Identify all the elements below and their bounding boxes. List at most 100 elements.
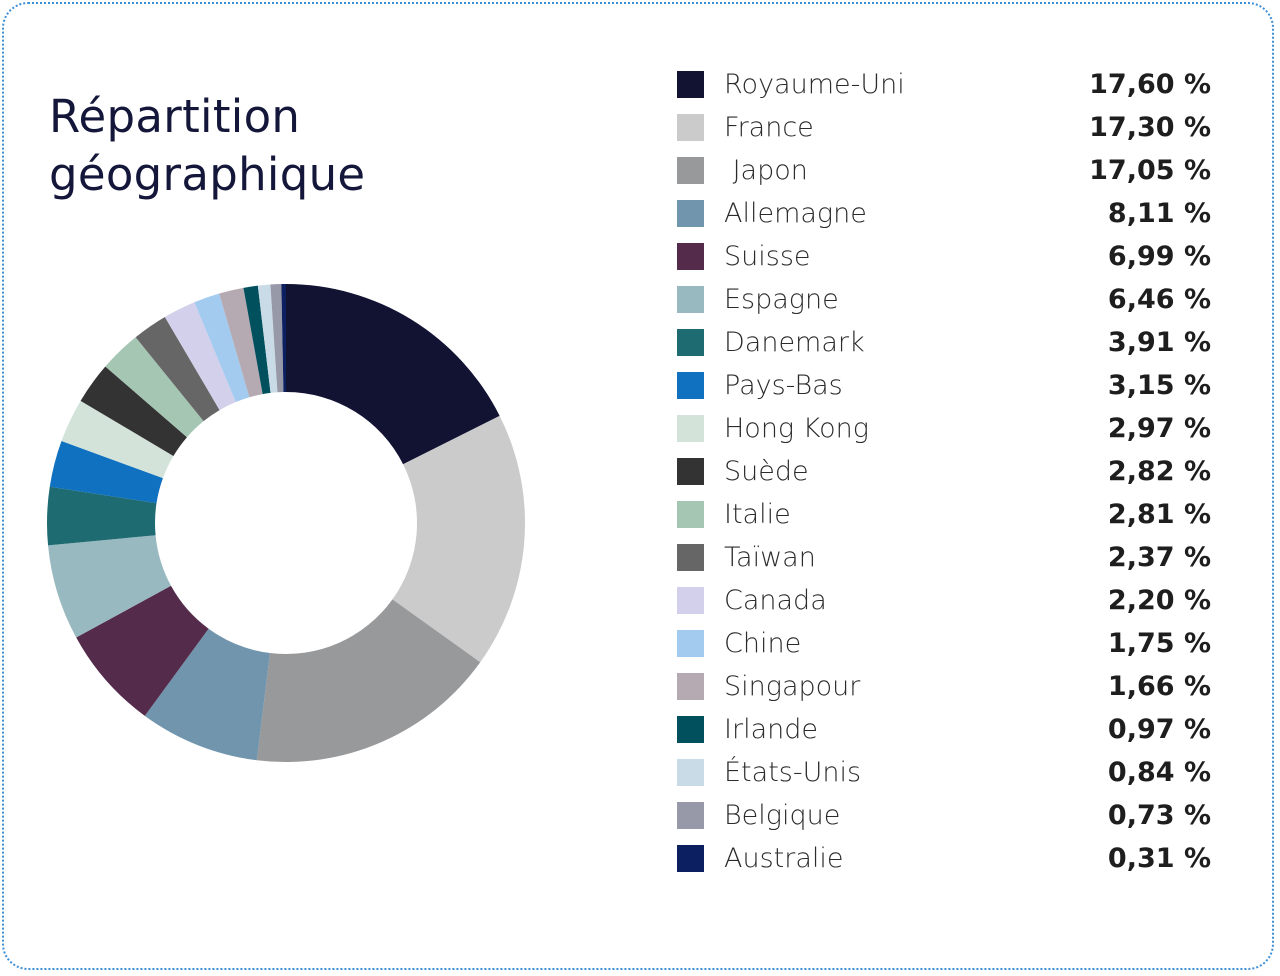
legend-label: Japon	[724, 155, 808, 186]
legend-value: 2,37 %	[1107, 542, 1211, 573]
legend-value: 2,82 %	[1107, 456, 1211, 487]
donut-slice-14	[219, 287, 263, 398]
legend-item: Espagne 6,46 %	[677, 279, 1217, 322]
legend-value: 2,97 %	[1107, 413, 1211, 444]
donut-slice-8	[61, 400, 174, 479]
donut-slice-3	[144, 628, 270, 761]
legend-item: États-Unis 0,84 %	[677, 752, 1217, 795]
legend-swatch	[677, 200, 704, 227]
legend-item: Royaume-Uni 17,60 %	[677, 64, 1217, 107]
legend-item: Suisse 6,99 %	[677, 236, 1217, 279]
legend-item: Chine 1,75 %	[677, 623, 1217, 666]
legend-label: Suède	[724, 456, 809, 487]
legend-label: Irlande	[724, 714, 818, 745]
donut-slice-16	[257, 284, 278, 393]
legend-swatch	[677, 157, 704, 184]
legend-label: France	[724, 112, 814, 143]
legend-item: Pays-Bas 3,15 %	[677, 365, 1217, 408]
legend-item: Allemagne 8,11 %	[677, 193, 1217, 236]
donut-slice-4	[76, 585, 209, 716]
legend-value: 2,20 %	[1107, 585, 1211, 616]
donut-slice-13	[194, 293, 250, 403]
legend-label: Belgique	[724, 800, 841, 831]
legend-swatch	[677, 286, 704, 313]
legend-label: Suisse	[724, 241, 811, 272]
donut-slice-12	[164, 302, 236, 411]
legend-value: 0,31 %	[1107, 843, 1211, 874]
legend-swatch	[677, 372, 704, 399]
legend-swatch	[677, 544, 704, 571]
donut-slice-9	[80, 366, 187, 457]
donut-slice-17	[270, 284, 284, 393]
legend-swatch	[677, 114, 704, 141]
legend-label: Singapour	[724, 671, 861, 702]
legend-label: Espagne	[724, 284, 839, 315]
legend-swatch	[677, 587, 704, 614]
legend-label: États-Unis	[724, 757, 862, 788]
legend-label: Taïwan	[724, 542, 816, 573]
legend-value: 17,60 %	[1089, 69, 1211, 100]
legend-swatch	[677, 71, 704, 98]
legend-label: Royaume-Uni	[724, 69, 905, 100]
legend-swatch	[677, 673, 704, 700]
legend-value: 0,84 %	[1107, 757, 1211, 788]
legend-value: 1,75 %	[1107, 628, 1211, 659]
legend-value: 3,15 %	[1107, 370, 1211, 401]
legend-value: 0,73 %	[1107, 800, 1211, 831]
legend-item: Taïwan 2,37 %	[677, 537, 1217, 580]
legend-item: France 17,30 %	[677, 107, 1217, 150]
legend-item: Italie 2,81 %	[677, 494, 1217, 537]
chart-title-line-1: Répartition	[49, 90, 301, 143]
legend-label: Australie	[724, 843, 844, 874]
legend-label: Chine	[724, 628, 802, 659]
legend-swatch	[677, 845, 704, 872]
legend-swatch	[677, 458, 704, 485]
legend-value: 2,81 %	[1107, 499, 1211, 530]
legend-item: Belgique 0,73 %	[677, 795, 1217, 838]
legend-swatch	[677, 802, 704, 829]
legend-item: Suède 2,82 %	[677, 451, 1217, 494]
donut-slice-2	[256, 599, 481, 763]
chart-legend: Royaume-Uni 17,60 % France 17,30 % Japon 17,…	[677, 64, 1217, 881]
legend-swatch	[677, 415, 704, 442]
legend-label: Hong Kong	[724, 413, 869, 444]
donut-slices	[47, 284, 525, 763]
donut-slice-18	[281, 284, 286, 393]
chart-title-line-2: géographique	[49, 148, 366, 201]
legend-item: Irlande 0,97 %	[677, 709, 1217, 752]
legend-swatch	[677, 716, 704, 743]
legend-item: Hong Kong 2,97 %	[677, 408, 1217, 451]
legend-swatch	[677, 501, 704, 528]
legend-item: Japon 17,05 %	[677, 150, 1217, 193]
legend-value: 1,66 %	[1107, 671, 1211, 702]
legend-value: 6,99 %	[1107, 241, 1211, 272]
legend-item: Singapour 1,66 %	[677, 666, 1217, 709]
legend-swatch	[677, 630, 704, 657]
legend-swatch	[677, 243, 704, 270]
legend-item: Canada 2,20 %	[677, 580, 1217, 623]
donut-slice-0	[286, 284, 500, 465]
legend-label: Canada	[724, 585, 827, 616]
legend-value: 17,30 %	[1089, 112, 1211, 143]
legend-label: Danemark	[724, 327, 865, 358]
donut-slice-7	[49, 441, 163, 504]
donut-slice-11	[135, 316, 220, 422]
legend-swatch	[677, 329, 704, 356]
legend-value: 3,91 %	[1107, 327, 1211, 358]
chart-title: Répartition géographique	[49, 88, 365, 204]
legend-label: Italie	[724, 499, 791, 530]
donut-slice-5	[48, 535, 172, 638]
legend-item: Danemark 3,91 %	[677, 322, 1217, 365]
donut-slice-10	[105, 337, 204, 438]
donut-slice-15	[243, 285, 271, 395]
legend-swatch	[677, 759, 704, 786]
donut-slice-1	[392, 415, 525, 663]
legend-value: 8,11 %	[1107, 198, 1211, 229]
legend-value: 17,05 %	[1089, 155, 1211, 186]
legend-value: 0,97 %	[1107, 714, 1211, 745]
legend-value: 6,46 %	[1107, 284, 1211, 315]
legend-label: Pays-Bas	[724, 370, 843, 401]
legend-item: Australie 0,31 %	[677, 838, 1217, 881]
